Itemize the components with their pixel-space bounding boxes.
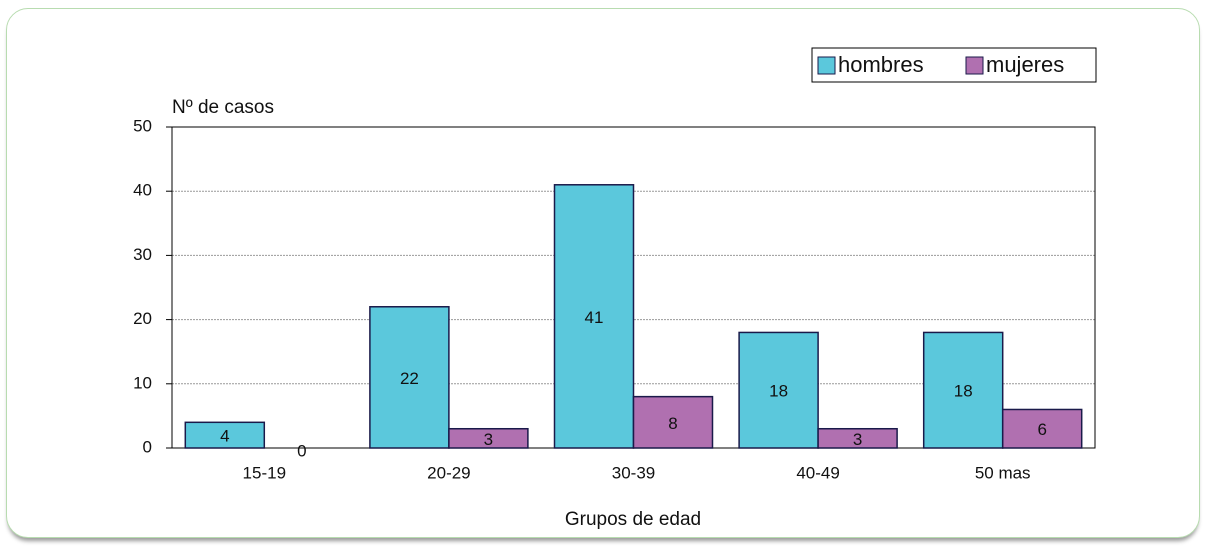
legend-label: hombres [838,52,924,77]
data-label: 41 [585,308,604,327]
data-label: 4 [220,427,229,446]
x-tick-label: 20-29 [427,463,470,482]
y-tick-label: 30 [133,245,152,264]
bar [448,427,529,449]
legend-swatch [965,56,984,75]
legend-label: mujeres [986,52,1064,77]
bar [553,184,635,449]
data-label: 18 [769,382,788,401]
legend-swatch [817,56,836,75]
bar [738,331,819,449]
bar [817,427,898,449]
legend-box [811,47,1097,83]
bar [184,421,266,449]
data-label: 8 [668,414,677,433]
data-label: 3 [853,430,862,449]
data-label: 6 [1037,420,1046,439]
y-tick-label: 20 [133,309,152,328]
y-tick-label: 50 [133,116,152,135]
data-label: 0 [297,441,306,460]
y-tick-label: 0 [143,437,152,456]
x-tick-label: 30-39 [612,463,655,482]
y-tick-label: 10 [133,373,152,392]
y-axis-title: Nº de casos [172,97,274,118]
x-axis-title: Grupos de edad [565,509,701,530]
data-label: 3 [484,430,493,449]
data-label: 18 [954,382,973,401]
bar [1001,408,1083,449]
bar [369,306,450,449]
x-tick-label: 15-19 [243,463,286,482]
bar [632,395,714,449]
y-tick-label: 40 [133,181,152,200]
bar [922,331,1004,449]
data-label: 22 [400,369,419,388]
x-tick-label: 40-49 [796,463,839,482]
x-tick-label: 50 mas [975,463,1031,482]
